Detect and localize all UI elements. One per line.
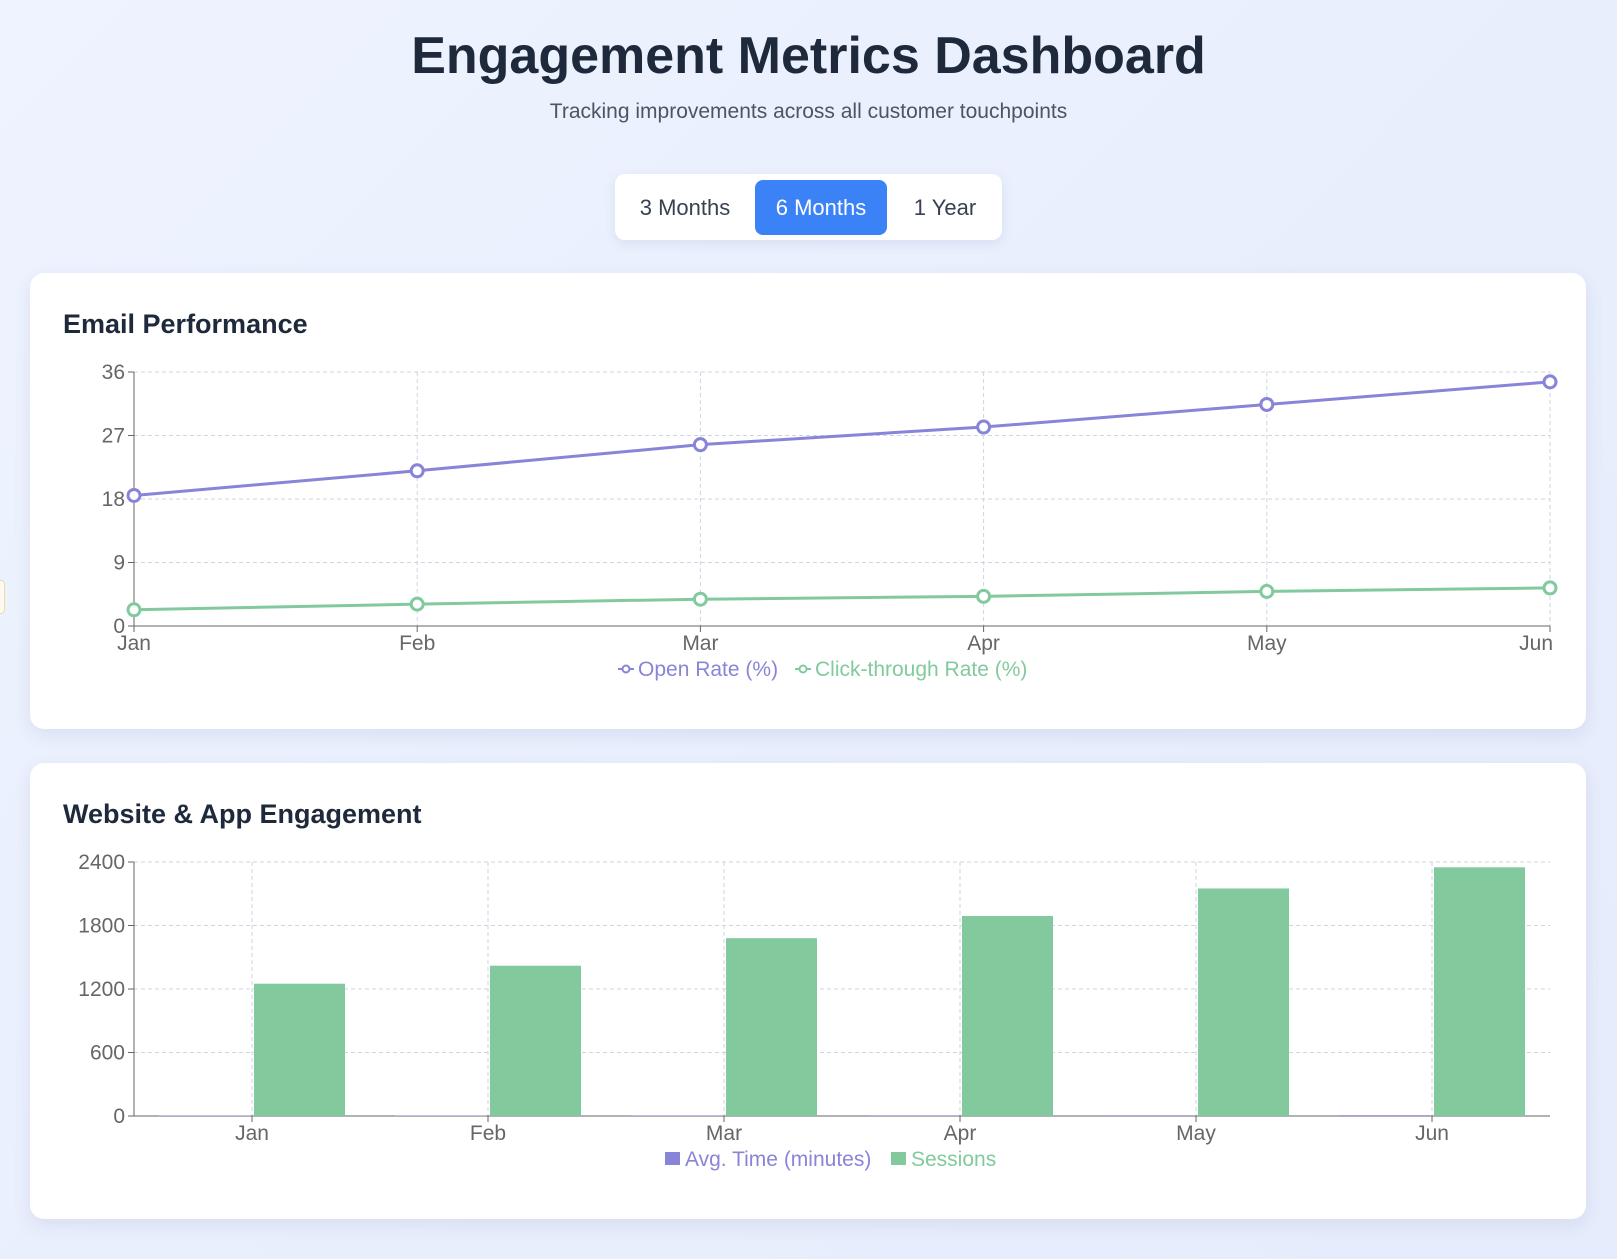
x-tick-label: Jan (235, 1122, 269, 1145)
x-tick-label: May (1247, 632, 1287, 655)
bar-sessions-mar (726, 938, 817, 1116)
x-tick-label: Mar (682, 632, 718, 655)
y-tick-label: 1200 (78, 978, 125, 1001)
legend-marker-icon (621, 664, 631, 674)
data-point-click-through-rate (1259, 583, 1275, 599)
web-chart-title: Website & App Engagement (63, 799, 422, 829)
x-tick-label: Mar (706, 1122, 742, 1145)
bar-sessions-feb (490, 965, 581, 1116)
data-point-click-through-rate (692, 591, 708, 607)
legend-square-icon (665, 1152, 680, 1165)
y-tick-label: 36 (102, 361, 125, 384)
time-range-selector: 3 Months 6 Months 1 Year (615, 174, 1002, 240)
y-tick-label: 0 (113, 615, 125, 638)
bar-sessions-jan (254, 983, 345, 1116)
data-point-click-through-rate (409, 596, 425, 612)
data-point-open-rate (1259, 396, 1275, 412)
y-tick-label: 1800 (78, 915, 125, 938)
y-tick-label: 2400 (78, 851, 125, 874)
bar-sessions-apr (962, 915, 1053, 1116)
legend-item-avg-time-minutes: Avg. Time (minutes) (665, 1148, 871, 1171)
legend-item-open-rate: Open Rate (%) (618, 658, 778, 681)
data-point-open-rate (692, 437, 708, 453)
x-tick-label: May (1176, 1122, 1216, 1145)
legend-label: Click-through Rate (%) (815, 658, 1027, 681)
bar-avg-time-minutes-may (1103, 1115, 1194, 1116)
bar-avg-time-minutes-apr (867, 1115, 958, 1116)
range-1-year-button[interactable]: 1 Year (893, 180, 997, 235)
bar-avg-time-minutes-feb (395, 1115, 486, 1116)
legend-label: Avg. Time (minutes) (685, 1148, 871, 1171)
x-tick-label: Apr (967, 632, 1000, 655)
legend-marker-icon (798, 664, 808, 674)
legend-label: Open Rate (%) (638, 658, 778, 681)
x-tick-label: Jun (1415, 1122, 1449, 1145)
bar-sessions-may (1198, 888, 1289, 1116)
page-title: Engagement Metrics Dashboard (411, 27, 1206, 85)
side-handle[interactable] (0, 580, 5, 614)
bar-avg-time-minutes-mar (631, 1115, 722, 1116)
legend-label: Sessions (911, 1148, 996, 1171)
x-tick-label: Jan (117, 632, 151, 655)
legend-item-sessions: Sessions (891, 1148, 996, 1171)
bar-avg-time-minutes-jun (1339, 1115, 1430, 1116)
x-tick-label: Jun (1519, 632, 1553, 655)
email-performance-card: Email Performance 0 9 18 27 36 Jan Feb Mar Apr Ma… (30, 273, 1586, 729)
data-point-click-through-rate (1542, 580, 1558, 596)
y-tick-label: 9 (113, 552, 125, 575)
email-performance-chart: 0 9 18 27 36 Jan Feb Mar Apr May Jun Open Rate (%) C… (102, 361, 1558, 681)
data-point-open-rate (976, 419, 992, 435)
range-6-months-button[interactable]: 6 Months (755, 180, 887, 235)
data-point-click-through-rate (976, 588, 992, 604)
website-app-engagement-card: Website & App Engagement 0 600 1200 1800 240… (30, 763, 1586, 1219)
data-point-open-rate (126, 487, 142, 503)
data-point-click-through-rate (126, 602, 142, 618)
bar-sessions-jun (1434, 867, 1525, 1116)
x-tick-label: Feb (399, 632, 435, 655)
data-point-open-rate (409, 463, 425, 479)
x-tick-label: Apr (944, 1122, 977, 1145)
y-tick-label: 600 (90, 1042, 125, 1065)
line-click-through-rate (133, 586, 1551, 612)
email-chart-title: Email Performance (63, 309, 308, 339)
line-open-rate (133, 380, 1551, 497)
data-point-open-rate (1542, 374, 1558, 390)
page-subtitle: Tracking improvements across all custome… (549, 100, 1068, 123)
range-3-months-button[interactable]: 3 Months (621, 180, 749, 235)
legend-square-icon (891, 1152, 906, 1165)
x-tick-label: Feb (470, 1122, 506, 1145)
website-engagement-chart: 0 600 1200 1800 2400 Jan Feb Mar Apr May Jun Avg. T… (78, 851, 1550, 1171)
y-tick-label: 0 (113, 1105, 125, 1128)
y-tick-label: 18 (102, 488, 125, 511)
legend-item-click-through-rate: Click-through Rate (%) (795, 658, 1027, 681)
y-tick-label: 27 (102, 425, 125, 448)
